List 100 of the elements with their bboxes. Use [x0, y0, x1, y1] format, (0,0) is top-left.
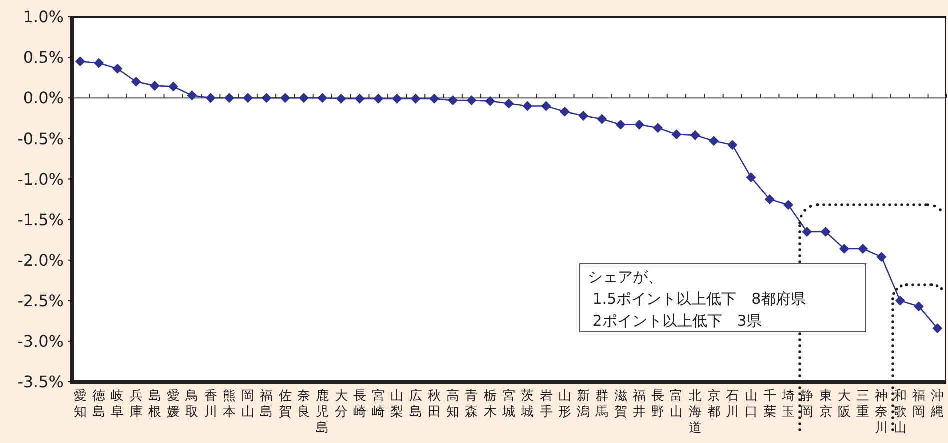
x-tick-label: 高知	[446, 388, 460, 420]
point	[597, 114, 608, 124]
x-tick-label: 徳島	[92, 389, 106, 420]
point	[858, 244, 868, 254]
point	[392, 94, 402, 104]
point	[746, 172, 756, 183]
y-tick-label: -1.0%	[18, 170, 64, 189]
x-tick-label: 埼玉	[781, 389, 796, 420]
point	[876, 252, 887, 262]
point	[932, 323, 943, 334]
y-tick-label: 1.0%	[23, 8, 64, 27]
x-tick-label: 岐阜	[111, 389, 124, 420]
x-tick-label: 鹿児島	[316, 389, 330, 436]
x-tick-label: 兵庫	[130, 389, 143, 420]
point	[336, 94, 346, 104]
x-tick-label: 滋賀	[614, 389, 628, 420]
x-tick-label: 秋田	[428, 389, 441, 420]
x-tick-label: 沖縄	[930, 389, 944, 420]
point	[262, 93, 272, 104]
x-tick-label: 茨城	[520, 389, 534, 420]
point	[280, 93, 290, 104]
x-tick-label: 長崎	[353, 389, 366, 420]
point	[243, 93, 254, 104]
x-tick-label: 鳥取	[184, 389, 199, 420]
point	[708, 136, 719, 146]
point	[466, 96, 477, 106]
x-tick-label: 佐賀	[278, 389, 292, 420]
y-tick-label: -3.0%	[18, 332, 64, 352]
x-tick-label: 大阪	[838, 389, 851, 420]
point	[616, 120, 626, 130]
point	[485, 96, 496, 106]
y-tick-label: 0.5%	[23, 48, 64, 68]
y-tick-label: -2.0%	[18, 250, 64, 270]
x-tick-label: 宮城	[502, 388, 516, 420]
x-tick-label: 富山	[670, 388, 684, 420]
point	[522, 101, 533, 112]
x-tick-label: 北海道	[688, 389, 702, 436]
x-tick-label: 福井	[632, 389, 646, 420]
point	[410, 94, 421, 104]
point	[504, 98, 514, 109]
point	[839, 244, 850, 254]
y-tick-label: -3.5%	[18, 372, 64, 392]
point	[206, 93, 216, 104]
y-tick-label: -2.5%	[18, 291, 64, 310]
x-tick-label: 静岡	[800, 389, 814, 420]
x-tick-label: 千葉	[763, 389, 776, 420]
x-tick-label: 三重	[856, 389, 870, 420]
x-tick-label: 新潟	[577, 389, 590, 420]
x-tick-label: 大分	[334, 389, 348, 420]
point	[895, 296, 906, 306]
point	[429, 94, 440, 104]
x-tick-label: 岡山	[242, 389, 255, 420]
x-tick-label: 香川	[204, 389, 218, 420]
point	[802, 226, 812, 237]
point	[299, 93, 310, 104]
point	[914, 302, 924, 312]
point	[728, 140, 738, 150]
x-tick-label: 山口	[744, 389, 758, 420]
point	[578, 110, 589, 121]
x-tick-label: 宮崎	[372, 388, 386, 420]
point	[94, 58, 104, 68]
point	[168, 82, 179, 92]
x-tick-label: 和歌山	[894, 389, 907, 436]
y-tick-label: -1.5%	[18, 210, 64, 230]
point	[672, 130, 682, 140]
x-tick-label: 京都	[707, 389, 720, 420]
x-tick-label: 石川	[726, 389, 740, 420]
x-tick-label: 島根	[148, 389, 162, 420]
y-tick-label: -0.5%	[18, 129, 64, 148]
point	[131, 76, 142, 87]
x-tick-label: 熊本	[222, 389, 236, 420]
point	[820, 226, 831, 237]
point	[560, 106, 570, 117]
point	[318, 93, 328, 104]
x-tick-label: 青森	[465, 389, 478, 420]
point	[75, 56, 86, 67]
x-tick-label: 群馬	[594, 389, 609, 420]
point	[653, 123, 664, 134]
x-tick-label: 長野	[652, 389, 665, 420]
x-tick-label: 神奈川	[875, 389, 888, 436]
x-tick-label: 山形	[558, 389, 572, 420]
x-tick-label: 福岡	[912, 389, 926, 420]
point	[764, 194, 775, 204]
x-tick-label: 福島	[260, 389, 274, 420]
x-tick-label: 山梨	[390, 389, 404, 420]
x-tick-label: 栃木	[484, 389, 497, 420]
point	[448, 96, 458, 106]
point	[374, 94, 384, 104]
point	[541, 101, 552, 112]
point	[354, 94, 365, 104]
point	[150, 80, 160, 91]
point	[112, 64, 123, 74]
x-tick-label: 愛媛	[167, 389, 180, 420]
x-tick-label: 広島	[409, 388, 422, 420]
annotation: シェアが、 1.5ポイント以上低下 8都府県 2ポイント以上低下 3県	[588, 268, 806, 330]
x-tick-label: 東京	[819, 389, 832, 420]
x-tick-label: 愛知	[74, 389, 87, 420]
point	[690, 130, 700, 140]
point	[634, 120, 644, 130]
x-tick-label: 岩手	[540, 389, 553, 420]
